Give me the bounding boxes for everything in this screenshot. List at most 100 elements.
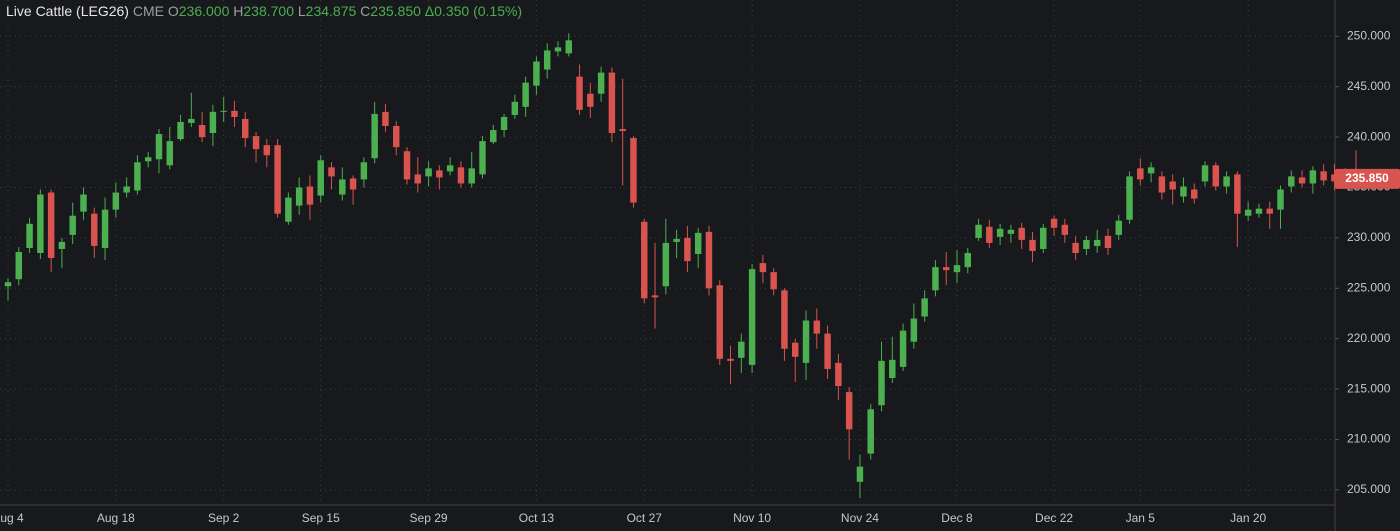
candle-body [371,113,378,159]
candle-body [597,72,605,94]
y-tick-label: 215.000 [1347,381,1391,395]
x-tick-label: Jan 20 [1230,511,1266,525]
candle-body [436,170,443,178]
candle-body [942,267,950,271]
candle-body [349,178,357,190]
candle-body [468,168,475,184]
candle-body [1147,167,1155,174]
candle-body [1331,174,1338,182]
y-tick-label: 225.000 [1347,280,1391,294]
candle-body [1201,165,1209,182]
close-label: C [360,3,371,19]
candle-body [543,50,551,70]
candle-body [856,466,864,482]
candle-body [274,145,281,214]
candle-body [921,298,928,317]
candle-body [705,231,713,289]
candle-body [209,111,217,134]
candle-body [1126,176,1133,220]
candle-body [425,168,432,177]
candle-body [684,237,691,262]
x-tick-label: Oct 27 [627,511,663,525]
x-tick-label: Jan 5 [1126,511,1156,525]
candle-body [619,129,626,132]
candle-body [242,118,249,139]
candle-body [1040,227,1047,249]
candle-body [716,285,723,359]
candle-body [1158,176,1166,193]
candle-body [382,111,389,126]
candle-body [101,209,109,248]
candle-body [889,359,896,378]
candle-body [306,186,314,205]
candle-body [69,215,76,235]
candle-body [986,226,993,243]
candle-body [932,267,939,291]
high-label: H [233,3,244,19]
y-tick-label: 250.000 [1347,28,1391,42]
candle-body [953,265,961,273]
candle-body [1061,224,1069,235]
candle-body [252,136,260,150]
candle-body [791,342,799,357]
candle-body [1320,171,1327,181]
candle-body [964,253,972,268]
candle-body [414,174,422,184]
x-tick-label: Dec 8 [941,511,973,525]
candle-body [285,197,292,222]
candle-body [878,360,885,406]
candle-body [1288,176,1295,187]
low-label: L [297,3,306,19]
candle-body [295,187,303,206]
candle-body [641,221,648,299]
open: 236.000 [178,3,230,19]
header: Live Cattle (LEG26) CME O236.000 H238.70… [6,3,522,19]
candle-body [759,263,767,273]
candle-body [576,76,583,110]
low: 234.875 [305,3,357,19]
exchange: CME [132,3,164,19]
close: 235.850 [370,3,421,19]
candle-body [899,330,907,367]
candle-body [91,213,98,246]
candle-body [727,358,734,361]
y-tick-label: 210.000 [1347,432,1391,446]
candle-body [339,179,346,195]
candle-body [1191,189,1198,199]
x-tick-label: Sep 29 [410,511,448,525]
candle-body [511,101,519,115]
candle-body [263,145,271,156]
candle-body [835,362,842,387]
candle-body [1104,235,1112,248]
candle-body [781,290,788,349]
open-label: O [167,3,179,19]
candle-body [1244,209,1252,216]
candle-body [155,134,163,160]
candle-body [1298,177,1306,184]
candle-body [134,162,141,191]
candle-body [824,333,831,369]
x-tick-label: Oct 13 [519,511,555,525]
x-tick-label: Aug 4 [0,511,24,525]
candle-body [1234,174,1241,214]
candle-body [694,232,702,255]
candle-body [1029,239,1036,251]
candle-body [112,192,120,210]
last-price-label: 235.850 [1345,171,1389,185]
x-tick-label: Nov 24 [841,511,879,525]
candle-body [4,282,12,287]
candle-body [47,192,55,259]
candle-body [328,167,335,177]
candle-body [975,224,982,238]
candle-body [651,295,659,298]
candle-body [231,110,238,117]
candle-body [630,138,637,203]
candle-body [770,272,777,290]
x-tick-label: Nov 10 [733,511,771,525]
symbol: Live Cattle (LEG26) [6,3,129,19]
candle-body [587,93,594,107]
candle-body [565,40,573,54]
candle-body [554,47,562,52]
